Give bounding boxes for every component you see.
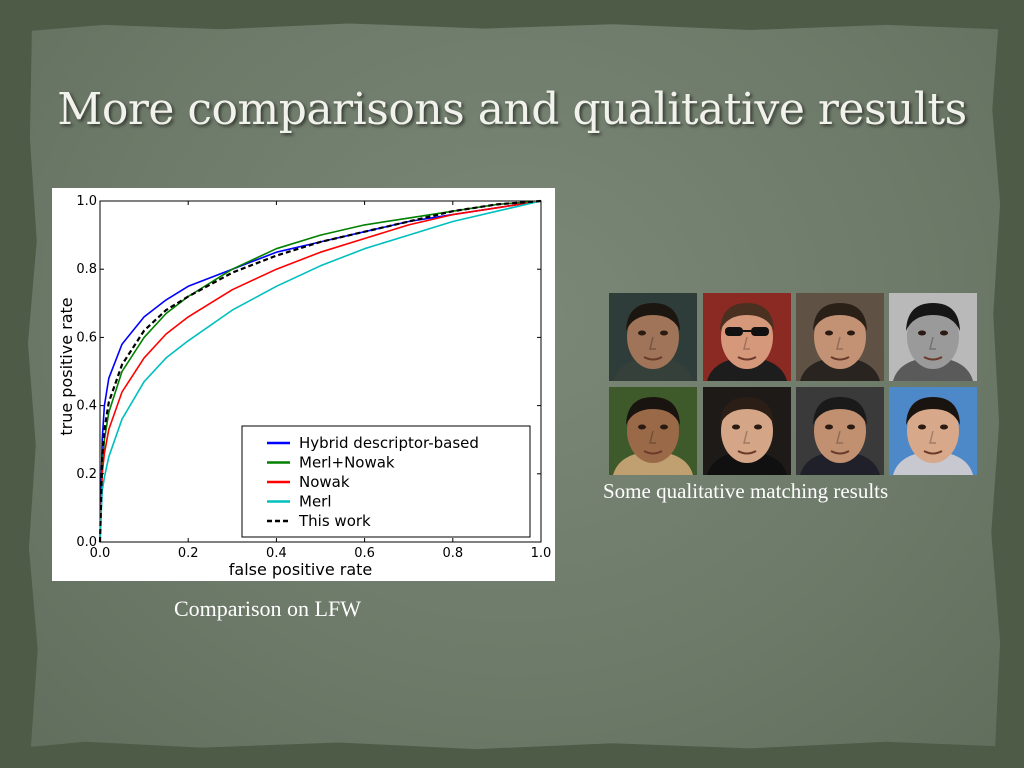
face-photo (889, 293, 977, 381)
y-tick-label: 0.6 (76, 330, 97, 345)
face-thumbnail (609, 387, 697, 475)
face-photo (703, 293, 791, 381)
face-thumbnail (703, 293, 791, 381)
x-tick-label: 0.4 (266, 546, 287, 561)
series-line-hybrid-descriptor-based (99, 200, 542, 543)
face-thumbnail (703, 387, 791, 475)
face-grid (609, 293, 977, 479)
y-axis-label: true positive rate (57, 297, 76, 435)
y-tick-label: 0.2 (76, 467, 97, 482)
face-thumbnail (889, 387, 977, 475)
y-tick-label: 0.8 (76, 262, 97, 277)
legend-label: Merl (299, 493, 332, 511)
x-tick-label: 0.0 (90, 546, 111, 561)
face-thumbnail (796, 293, 884, 381)
x-tick-label: 0.2 (178, 546, 199, 561)
legend-label: Hybrid descriptor-based (299, 434, 479, 452)
faces-caption: Some qualitative matching results (603, 479, 889, 503)
chart-caption: Comparison on LFW (174, 596, 361, 621)
legend-label: Merl+Nowak (299, 454, 395, 472)
plot-frame (99, 200, 542, 543)
series-line-merl (99, 200, 542, 543)
roc-chart: 0.0 0.2 0.4 0.6 0.8 1.0 0.0 0.2 0.4 0.6 0.8 1.0 fals… (52, 188, 555, 581)
face-photo (889, 387, 977, 475)
series-line-merl-nowak (99, 200, 542, 543)
face-thumbnail (889, 293, 977, 381)
legend-label: This work (298, 512, 371, 530)
face-photo (796, 387, 884, 475)
x-tick-label: 0.8 (442, 546, 463, 561)
slide-title: More comparisons and qualitative results (57, 84, 967, 135)
y-tick-label: 0.0 (76, 535, 97, 550)
face-thumbnail (609, 293, 697, 381)
series-line-nowak (99, 200, 542, 543)
x-tick-label: 0.6 (354, 546, 375, 561)
face-photo (796, 293, 884, 381)
y-tick-label: 1.0 (76, 194, 97, 209)
x-tick-label: 1.0 (531, 546, 552, 561)
roc-chart-svg: 0.0 0.2 0.4 0.6 0.8 1.0 0.0 0.2 0.4 0.6 0.8 1.0 fals… (57, 194, 552, 579)
face-photo (703, 387, 791, 475)
x-axis-label: false positive rate (229, 560, 373, 579)
face-photo (609, 387, 697, 475)
face-thumbnail (796, 387, 884, 475)
legend-label: Nowak (299, 473, 350, 491)
face-photo (609, 293, 697, 381)
y-tick-label: 0.4 (76, 399, 97, 414)
